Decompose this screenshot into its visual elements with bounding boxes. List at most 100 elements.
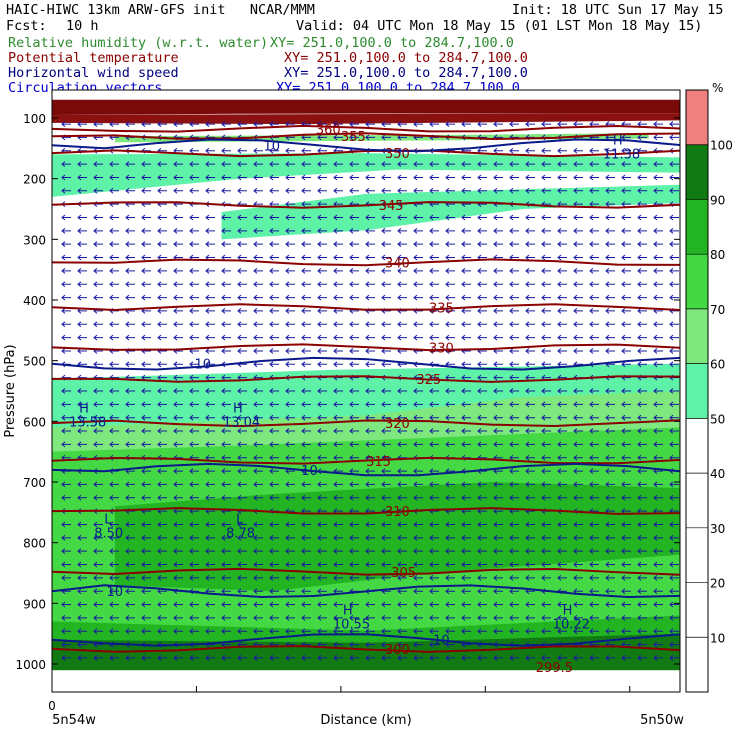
vector-arrow [605,574,615,581]
colorbar-bin [686,418,708,692]
vector-arrow [381,641,391,648]
extremum-value: 13.58 [69,415,106,430]
vector-arrow [621,388,631,394]
vector-arrow [301,561,311,568]
vector-arrow [413,401,423,408]
vector-arrow [653,494,663,501]
vector-arrow [477,281,487,288]
vector-arrow [317,574,327,581]
vector-arrow [253,348,263,354]
vector-arrow [205,548,215,555]
vector-arrow [221,401,231,408]
vector-arrow [77,441,87,448]
vector-arrow [669,348,679,354]
vector-arrow [221,161,231,167]
vector-arrow [557,401,567,408]
wind-label: 10 [433,634,450,649]
vector-arrow [157,548,167,555]
vector-arrow [653,534,663,541]
vector-arrow [189,308,199,314]
vector-arrow [333,334,343,341]
vector-arrow [285,161,295,167]
vector-arrow [669,574,679,581]
vector-arrow [589,548,599,555]
vector-arrow [301,161,311,167]
vector-arrow [397,534,407,541]
vector-arrow [221,294,231,301]
vector-arrow [349,134,359,141]
vector-arrow [509,334,519,341]
vector-arrow [109,121,119,127]
vector-arrow [429,267,439,274]
vector-arrow [269,481,279,488]
vector-arrow [189,121,199,127]
vector-arrow [509,414,519,421]
vector-arrow [637,428,647,434]
vector-arrow [493,267,503,274]
vector-arrow [653,548,663,555]
vector-arrow [365,521,375,528]
vector-arrow [621,441,631,448]
vector-arrow [221,174,231,181]
field-name-theta: Potential temperature [8,50,179,66]
vector-arrow [621,267,631,274]
vector-arrow [381,574,391,581]
vector-arrow [173,628,183,635]
vector-arrow [653,574,663,581]
rh-band-top [52,113,680,125]
vector-arrow [253,414,263,421]
vector-arrow [285,628,295,635]
vector-arrow [509,227,519,234]
vector-arrow [189,548,199,555]
vector-arrow [189,374,199,381]
vector-arrow [333,494,343,501]
theta-line [52,343,680,352]
vector-arrow [381,441,391,448]
vector-arrow [109,388,119,394]
vector-arrow [141,388,151,394]
vector-arrow [301,281,311,288]
vector-arrow [637,601,647,608]
vector-arrow [301,414,311,421]
x-end-left: 5n54w [52,713,96,728]
vector-arrow [317,334,327,341]
vector-arrow [173,321,183,328]
vector-arrow [61,521,71,528]
vector-arrow [253,388,263,394]
vector-arrow [61,308,71,314]
vector-arrow [637,615,647,621]
vector-arrow [509,521,519,528]
vector-arrow [605,254,615,261]
vector-arrow [509,441,519,448]
vector-arrow [381,481,391,488]
vector-arrow [653,227,663,234]
vector-arrow [381,281,391,288]
vector-arrow [109,187,119,194]
extremum-value: 8.50 [94,527,123,542]
vector-arrow [429,227,439,234]
vector-arrow [509,281,519,288]
vector-arrow [205,281,215,288]
vector-arrow [461,481,471,488]
vector-arrow [477,561,487,568]
vector-arrow [317,361,327,368]
vector-arrow [509,267,519,274]
vector-arrow [173,414,183,421]
vector-arrow [61,254,71,261]
vector-arrow [77,187,87,194]
vector-arrow [301,601,311,608]
extremum-kind: L [236,513,244,528]
vector-arrow [461,548,471,555]
vector-arrow [605,334,615,341]
field-name-rh: Relative humidity (w.r.t. water) [8,35,269,51]
vector-arrow [541,187,551,194]
vector-arrow [189,521,199,528]
vector-arrow [349,281,359,288]
vector-arrow [477,428,487,434]
vector-arrow [445,187,455,194]
vector-arrow [173,481,183,488]
vector-arrow [477,414,487,421]
vector-arrow [317,655,327,661]
vector-arrow [589,161,599,167]
vector-arrow [461,601,471,608]
